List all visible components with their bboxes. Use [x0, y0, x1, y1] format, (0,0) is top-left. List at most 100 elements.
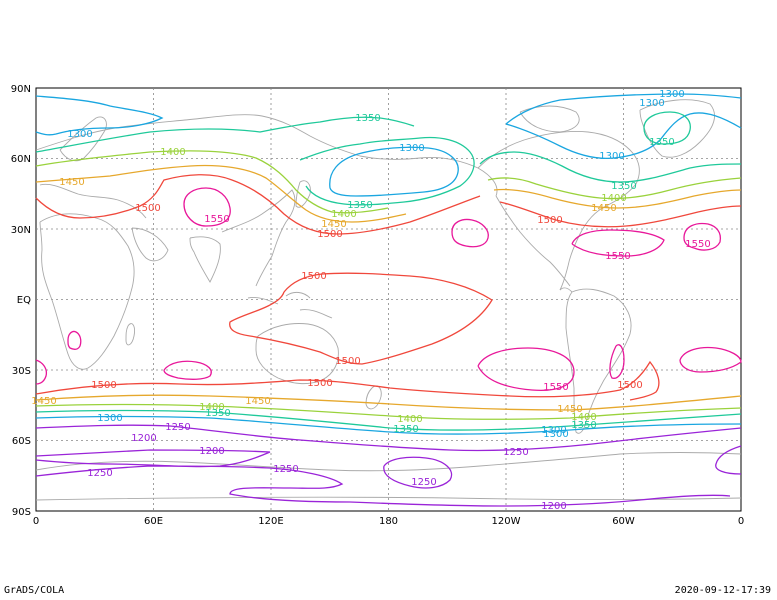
- contour-1450-na: [493, 188, 742, 209]
- contour-label: 1400: [160, 147, 185, 158]
- contour-1400-na: [487, 177, 742, 200]
- contour-label: 1450: [59, 177, 84, 188]
- contour-label: 1450: [245, 396, 270, 407]
- contour-label: 1400: [397, 414, 422, 425]
- contour-1200-closed: [383, 456, 453, 489]
- x-tick-label: 60E: [144, 516, 163, 527]
- x-tick-label: 120W: [492, 516, 521, 527]
- contour-1450-n: [35, 164, 407, 223]
- contour-1500-s: [35, 360, 660, 401]
- contour-label: 1250: [273, 464, 298, 475]
- contour-label: 1400: [331, 209, 356, 220]
- footer-timestamp: 2020-09-12-17:39: [674, 585, 771, 596]
- contour-label: 1500: [135, 203, 160, 214]
- contour-1300-ne: [505, 93, 742, 125]
- contour-label: 1300: [659, 89, 684, 100]
- contour-label: 1300: [599, 151, 624, 162]
- contour-label: 1200: [131, 433, 156, 444]
- contour-1300-s: [35, 415, 742, 435]
- contour-1300-nw: [35, 95, 164, 136]
- contour-label: 1500: [335, 356, 360, 367]
- contour-1250-s: [35, 424, 742, 452]
- contour-label: 1250: [165, 422, 190, 433]
- y-tick-label: 60N: [11, 154, 31, 165]
- contour-1500-tropical: [229, 272, 493, 365]
- contour-1450-s: [35, 394, 742, 411]
- contour-label: 1250: [87, 468, 112, 479]
- contour-1550-s-pacific: [477, 347, 575, 392]
- contour-label: 1500: [537, 215, 562, 226]
- contour-label: 1300: [541, 425, 566, 436]
- contour-label: 1350: [355, 113, 380, 124]
- contour-label: 1250: [411, 477, 436, 488]
- contour-1550-west-edge: [35, 359, 48, 385]
- x-tick-label: 0: [738, 516, 744, 527]
- contour-label: 1550: [543, 382, 568, 393]
- contour-1350-pacific-n: [299, 136, 475, 206]
- contour-label: 1450: [321, 219, 346, 230]
- contour-label: 1550: [685, 239, 710, 250]
- contour-label: 1350: [611, 181, 636, 192]
- contour-1500-n: [35, 174, 481, 235]
- x-tick-label: 180: [379, 516, 398, 527]
- y-axis-labels: 90N 60N 30N EQ 30S 60S 90S: [11, 84, 31, 518]
- contour-label: 1300: [97, 413, 122, 424]
- contour-label: 1300: [543, 429, 568, 440]
- contour-1550-africa: [67, 330, 82, 350]
- contour-label: 1350: [393, 424, 418, 435]
- contour-1350-na: [479, 151, 742, 183]
- contour-1550-pacific: [451, 218, 489, 248]
- contour-1350-nw: [35, 116, 415, 153]
- contour-label: 1550: [605, 251, 630, 262]
- contour-1500-na: [499, 201, 742, 228]
- contour-label: 1400: [571, 412, 596, 423]
- contour-label: 1450: [591, 203, 616, 214]
- contour-label: 1300: [67, 129, 92, 140]
- contour-1400-n: [35, 150, 389, 214]
- contour-label: 1350: [205, 408, 230, 419]
- contour-1250-east: [715, 445, 742, 475]
- contour-1550-asia: [183, 187, 231, 227]
- contour-label: 1500: [91, 380, 116, 391]
- x-tick-label: 120E: [258, 516, 283, 527]
- contour-label: 1400: [199, 402, 224, 413]
- contour-1200-s: [35, 449, 271, 468]
- contour-label: 1400: [601, 193, 626, 204]
- contour-label: 1500: [301, 271, 326, 282]
- contour-label: 1300: [639, 98, 664, 109]
- contour-label: 1500: [307, 378, 332, 389]
- y-tick-label: 30S: [12, 366, 31, 377]
- contour-1300-ne-loop: [505, 112, 742, 160]
- contour-label: 1350: [649, 137, 674, 148]
- contour-1550-s-atlantic: [679, 346, 742, 373]
- contour-label: 1450: [31, 396, 56, 407]
- contour-label: 1200: [541, 501, 566, 512]
- contour-lines: [35, 93, 742, 507]
- contour-1250-antarctic: [35, 465, 731, 507]
- y-tick-label: 90N: [11, 84, 31, 95]
- contour-1350-greenland: [643, 111, 691, 145]
- contour-1400-s: [35, 403, 742, 420]
- contour-1550-s-indian: [163, 360, 212, 380]
- contour-label: 1500: [317, 229, 342, 240]
- y-tick-label: 30N: [11, 225, 31, 236]
- y-tick-label: EQ: [17, 295, 31, 306]
- y-tick-label: 90S: [12, 507, 31, 518]
- contour-1300-pacific-n: [329, 146, 459, 197]
- contour-labels: 1300 1400 1450 1500 1550 1350 1300 1350 …: [31, 89, 710, 512]
- contour-label: 1250: [503, 447, 528, 458]
- footer-credit: GrADS/COLA: [4, 585, 65, 596]
- contour-1550-atlantic: [571, 229, 665, 257]
- coastlines: [35, 99, 742, 501]
- contour-label: 1300: [399, 143, 424, 154]
- contour-label: 1450: [557, 404, 582, 415]
- x-tick-label: 0: [33, 516, 39, 527]
- contour-label: 1200: [199, 446, 224, 457]
- contour-label: 1500: [617, 380, 642, 391]
- y-tick-label: 60S: [12, 436, 31, 447]
- contour-label: 1350: [347, 200, 372, 211]
- contour-1350-s: [35, 409, 742, 431]
- x-tick-label: 60W: [612, 516, 635, 527]
- contour-1550-s-america: [609, 344, 625, 379]
